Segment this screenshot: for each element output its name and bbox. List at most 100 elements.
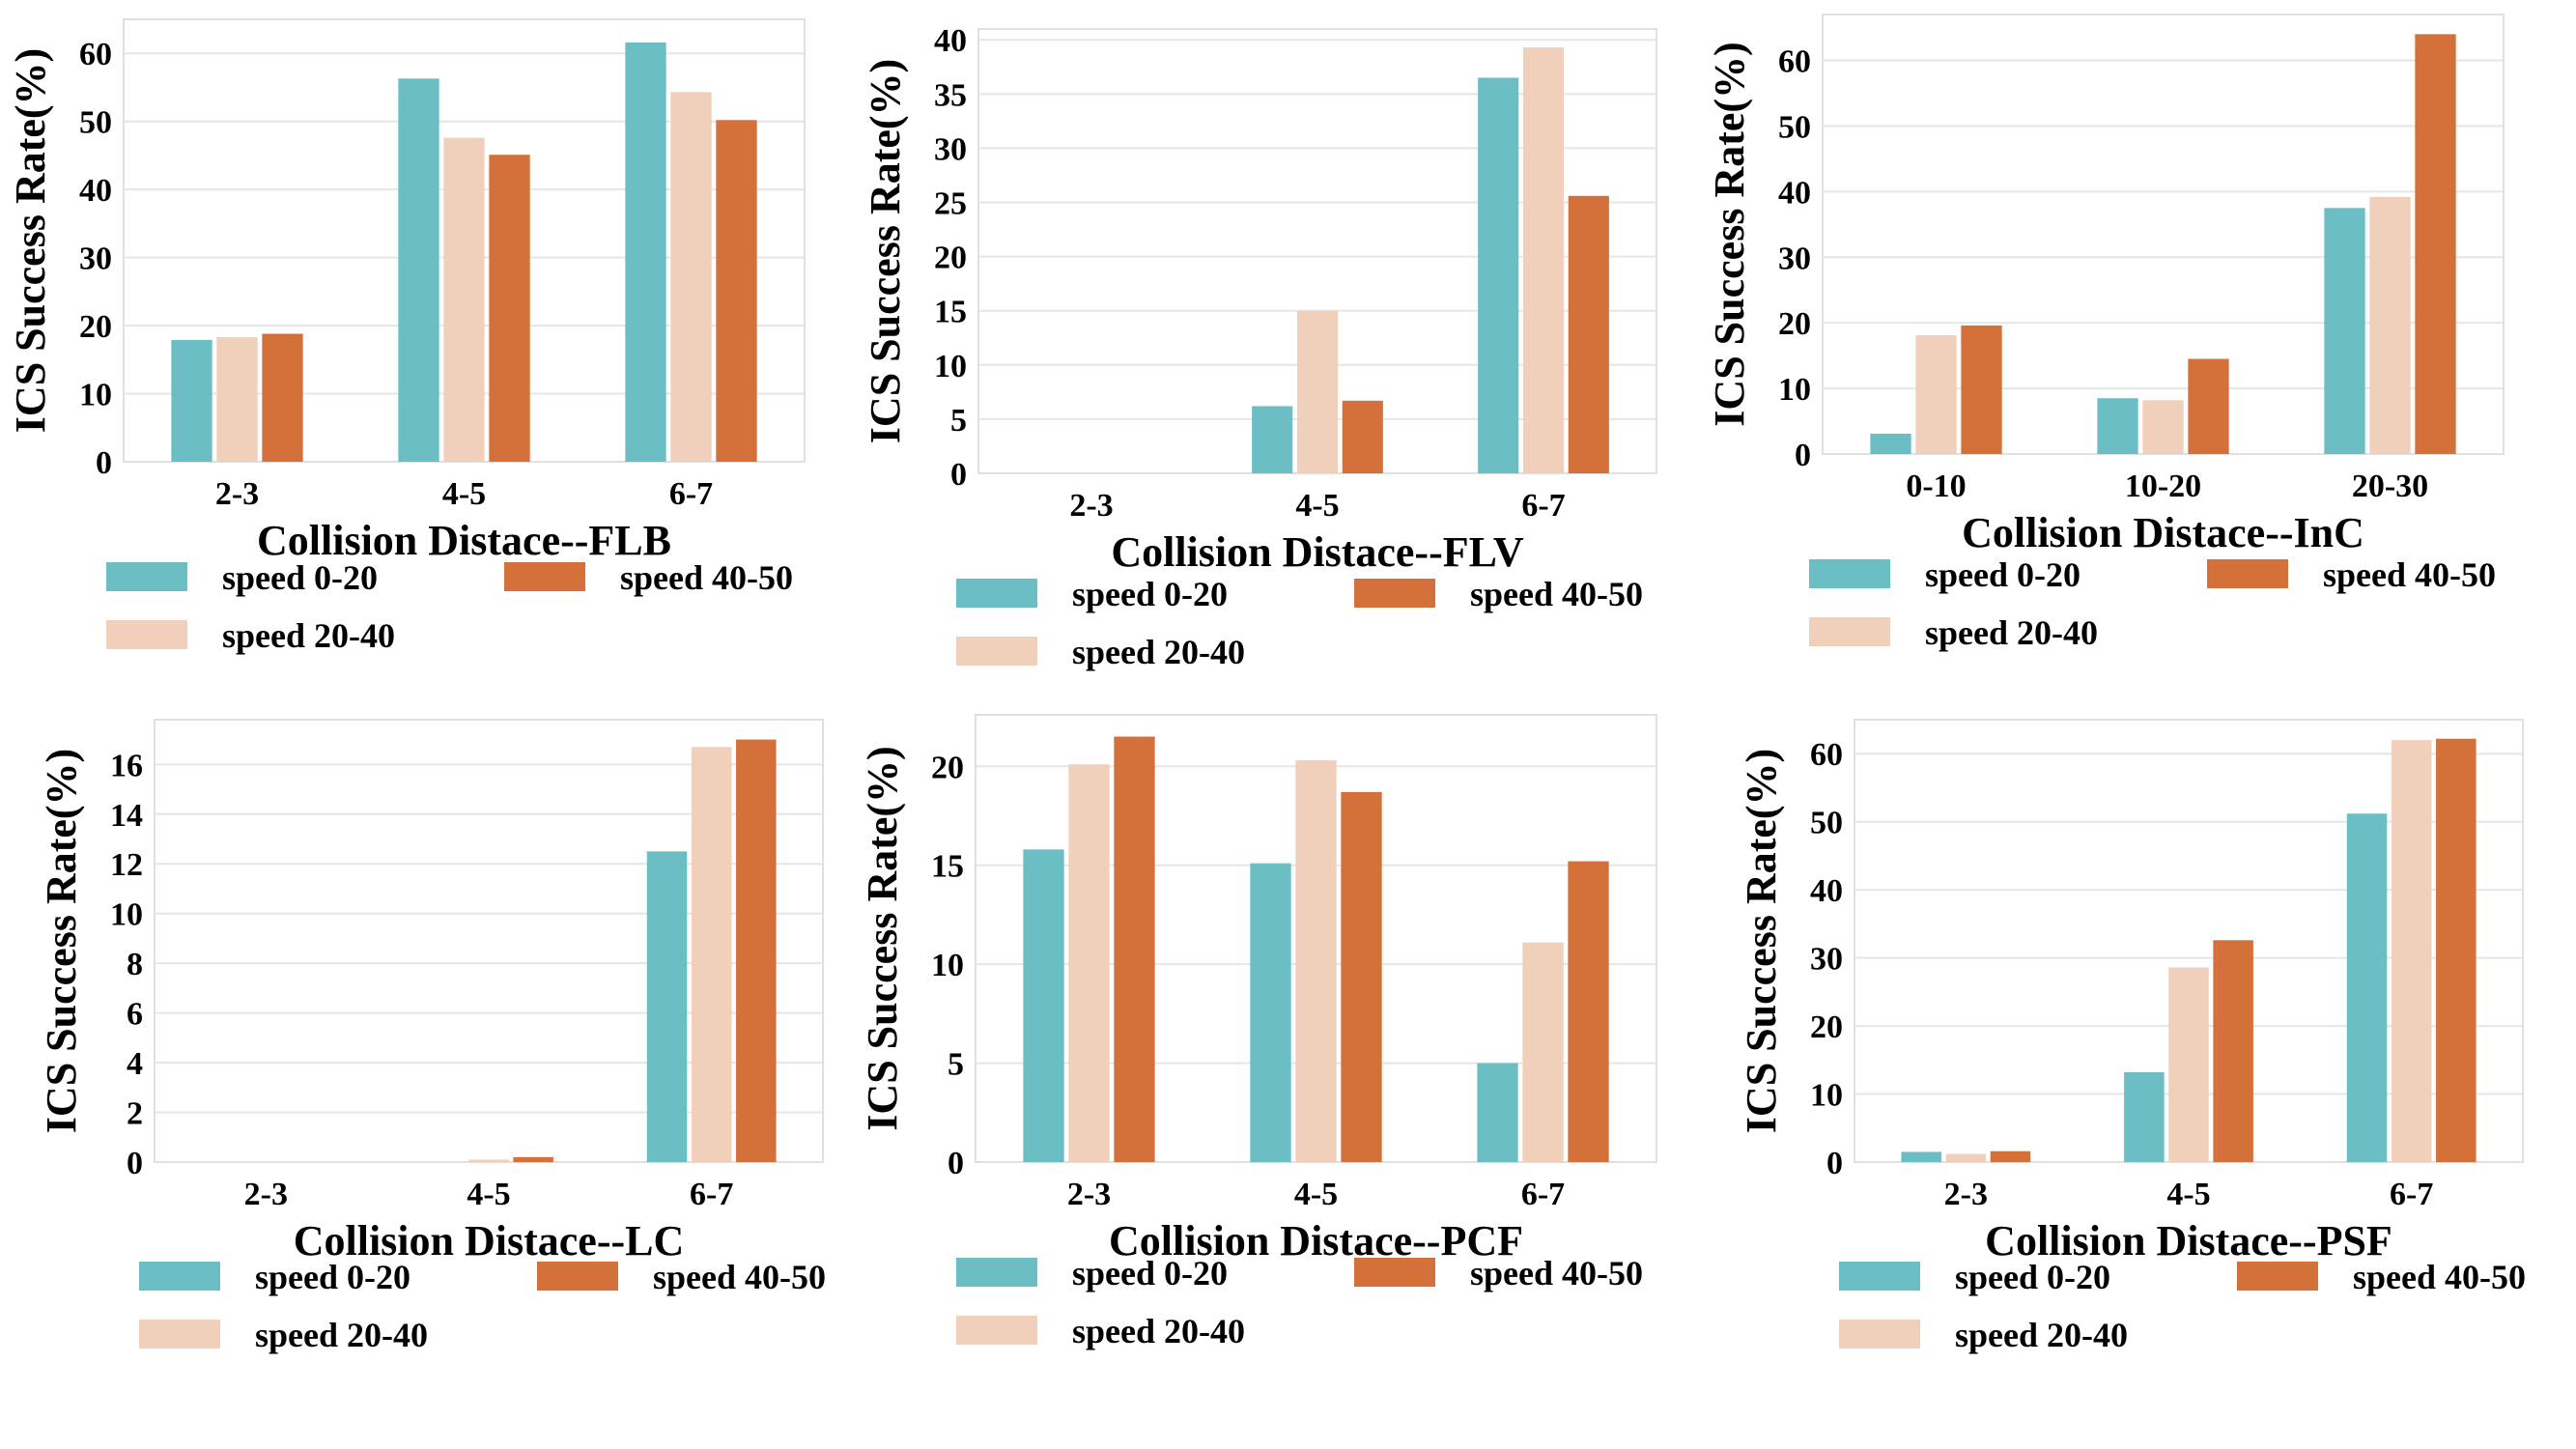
x-axis-label: Collision Distace--PCF [1109,1217,1523,1264]
bar-6-7-series-2 [1522,942,1564,1162]
y-axis-label: ICS Success Rate(%) [862,59,909,443]
y-tick-label: 25 [934,186,967,222]
legend-swatch-3 [2207,559,2288,588]
bar-6-7-series-3 [2436,738,2477,1162]
bar-4-5-series-1 [1252,406,1293,473]
legend-swatch-3 [504,562,585,591]
bar-2-3-series-1 [1023,849,1064,1162]
legend-label-3: speed 40-50 [1470,575,1643,613]
legend-swatch-1 [956,579,1037,608]
y-tick-label: 12 [110,847,143,883]
bar-6-7-series-3 [716,120,757,462]
y-tick-label: 10 [79,378,112,413]
bar-6-7-series-3 [1568,861,1609,1162]
y-tick-label: 40 [934,23,967,59]
legend-label-1: speed 0-20 [1925,555,2081,594]
y-tick-label: 8 [127,947,143,982]
x-tick-label: 2-3 [1944,1177,1988,1212]
bar-4-5-series-2 [443,137,485,462]
chart-panel-6: 0 10 20 30 40 50 60 2-3 4-5 6-7 Collision Distace-… [1738,719,2526,1354]
y-tick-label: 15 [931,849,964,885]
x-tick-label: 4-5 [2166,1177,2210,1212]
x-tick-label: 6-7 [2390,1177,2433,1212]
y-tick-label: 20 [931,750,964,785]
bar-4-5-series-3 [489,155,530,463]
bar-4-5-series-1 [398,78,439,462]
y-tick-label: 20 [1810,1009,1843,1045]
bar-2-3-series-3 [1990,1151,2031,1162]
bar-20-30-series-2 [2369,196,2411,454]
x-axis-label: Collision Distace--InC [1962,509,2364,556]
y-axis-label: ICS Success Rate(%) [859,746,906,1130]
legend-label-1: speed 0-20 [1955,1258,2110,1296]
bar-4-5-series-1 [1250,863,1291,1162]
bar-4-5-series-3 [1341,791,1382,1162]
y-tick-label: 10 [931,948,964,983]
bar-4-5-series-2 [1295,760,1337,1162]
x-tick-label: 6-7 [1521,1177,1565,1212]
legend-swatch-2 [1809,617,1890,646]
bar-6-7-series-3 [1568,195,1609,473]
legend: speed 0-20 speed 20-40 speed 40-50 [1809,555,2496,652]
bar-6-7-series-3 [736,739,777,1162]
y-tick-label: 50 [79,105,112,141]
legend-swatch-1 [1809,559,1890,588]
bar-10-20-series-1 [2097,398,2138,454]
y-tick-label: 4 [127,1046,143,1082]
bar-2-3-series-1 [1901,1151,1941,1162]
legend: speed 0-20 speed 20-40 speed 40-50 [139,1258,826,1354]
x-tick-label: 2-3 [1069,488,1113,524]
y-axis-label: ICS Success Rate(%) [7,48,54,433]
legend-label-3: speed 40-50 [1470,1254,1643,1293]
y-tick-label: 16 [110,748,143,783]
x-tick-label: 20-30 [2352,469,2428,504]
legend-swatch-3 [1354,579,1435,608]
bar-6-7-series-1 [1477,1063,1518,1162]
bar-6-7-series-2 [1522,47,1565,473]
x-axis-label: Collision Distace--FLB [257,517,671,564]
bar-4-5-series-2 [1296,310,1339,473]
y-tick-label: 40 [1778,175,1811,211]
legend-swatch-2 [956,637,1037,666]
y-tick-label: 2 [127,1096,143,1132]
legend-label-3: speed 40-50 [653,1258,826,1296]
y-tick-label: 0 [127,1146,143,1181]
bar-6-7-series-2 [2391,740,2432,1162]
x-tick-label: 6-7 [669,476,713,512]
legend-label-2: speed 20-40 [1072,1312,1245,1350]
legend-swatch-3 [1354,1258,1435,1287]
legend-swatch-1 [956,1258,1037,1287]
bar-2-3-series-2 [216,337,258,462]
x-tick-label: 4-5 [1294,1177,1338,1212]
y-tick-label: 20 [934,241,967,276]
bar-6-7-series-1 [2346,813,2388,1162]
bar-2-3-series-2 [1068,764,1110,1162]
y-tick-label: 40 [79,173,112,209]
chart-panel-2: 0 5 10 15 20 25 30 35 40 2-3 4-5 6-7 Collision Dista… [862,23,1657,671]
y-tick-label: 30 [79,242,112,277]
x-axis-label: Collision Distace--FLV [1111,528,1524,576]
y-tick-label: 50 [1810,806,1843,841]
legend-label-1: speed 0-20 [1072,1254,1228,1293]
legend-label-2: speed 20-40 [222,616,395,655]
legend-label-3: speed 40-50 [2323,555,2496,594]
y-tick-label: 10 [1778,372,1811,408]
y-tick-label: 20 [79,309,112,345]
bar-6-7-series-1 [625,42,666,463]
bar-4-5-series-2 [468,1159,509,1162]
x-axis-label: Collision Distace--LC [294,1217,685,1264]
bar-6-7-series-2 [670,92,712,462]
legend-label-1: speed 0-20 [255,1258,410,1296]
legend-label-3: speed 40-50 [2353,1258,2526,1296]
bar-2-3-series-1 [171,339,212,462]
bar-4-5-series-3 [2213,940,2253,1162]
y-tick-label: 15 [934,295,967,330]
y-tick-label: 35 [934,77,967,113]
bar-6-7-series-2 [691,747,732,1162]
y-tick-label: 0 [948,1146,964,1181]
y-axis-label: ICS Success Rate(%) [1706,42,1753,426]
legend: speed 0-20 speed 20-40 speed 40-50 [1839,1258,2526,1354]
y-tick-label: 5 [950,403,967,439]
bar-20-30-series-1 [2324,208,2365,454]
